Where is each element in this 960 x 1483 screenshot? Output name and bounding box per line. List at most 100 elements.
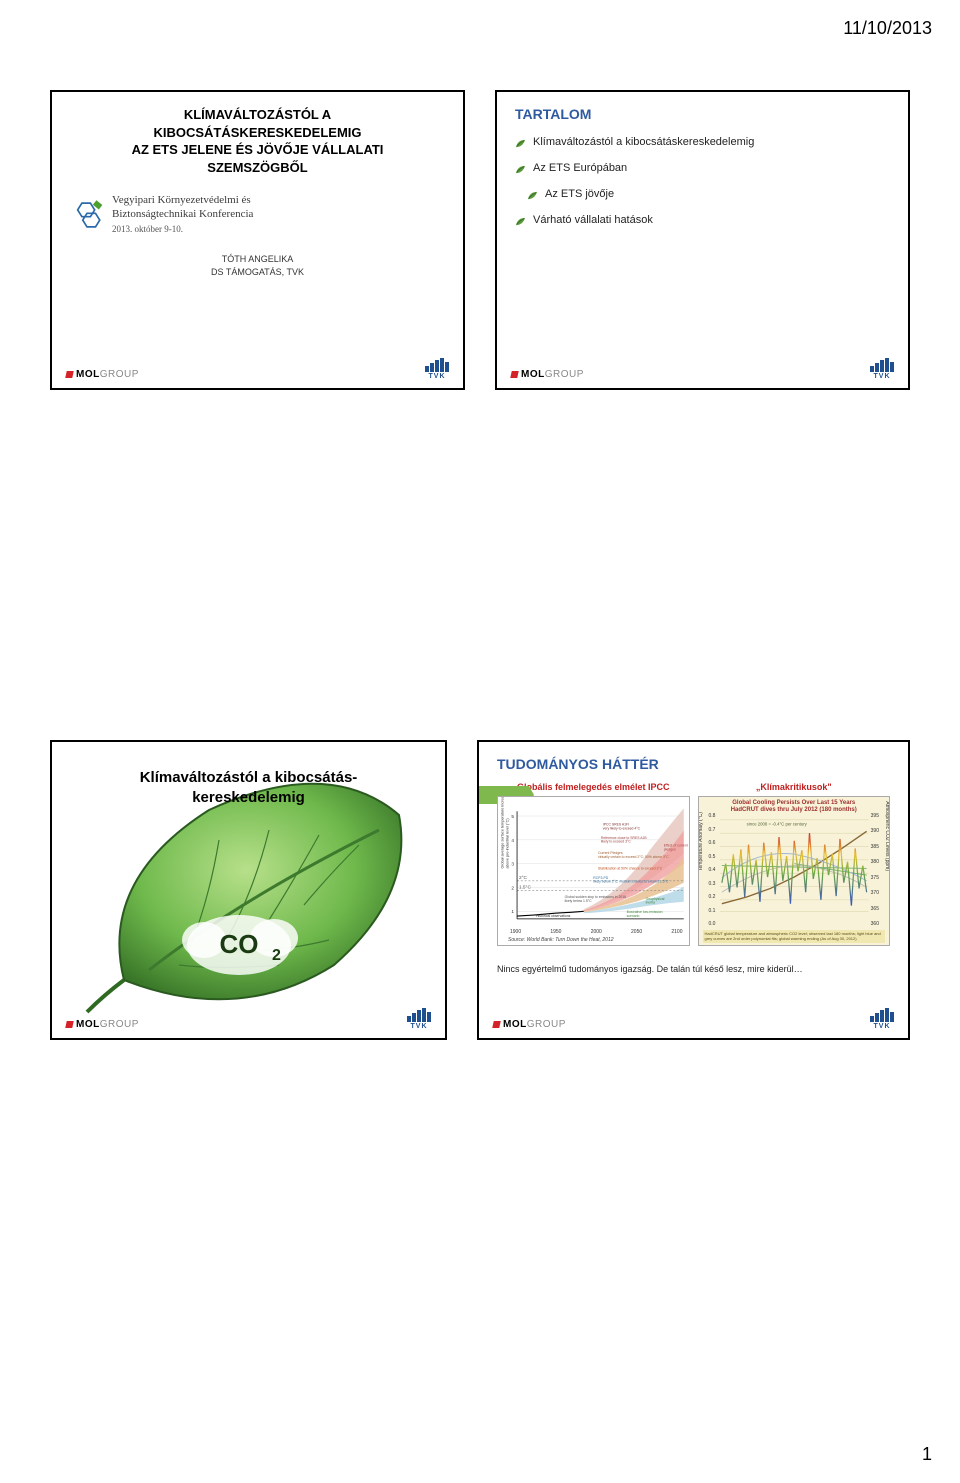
svg-text:Global average surface tempera: Global average surface temperature incre…: [501, 797, 505, 868]
leaf-icon: [515, 138, 526, 149]
conf-line1: Vegyipari Környezetvédelmi és: [112, 194, 253, 208]
svg-text:2°C: 2°C: [519, 875, 528, 881]
tvk-logo: TVK: [870, 1008, 894, 1030]
svg-text:very likely to exceed 4°C: very likely to exceed 4°C: [603, 826, 641, 830]
tvk-logo: TVK: [425, 358, 449, 380]
tvk-bars-icon: [870, 358, 894, 372]
svg-text:inertia: inertia: [646, 901, 655, 905]
svg-text:4: 4: [511, 838, 514, 844]
author-org: DS TÁMOGATÁS, TVK: [70, 266, 445, 279]
slide-4: TUDOMÁNYOS HÁTTÉR Globális felmelegedés …: [477, 740, 910, 1040]
chart-col-right: „Klímakritikusok" Global Cooling Persist…: [698, 782, 891, 946]
mol-text: MOLGROUP: [76, 1019, 139, 1030]
svg-text:Historical observations: Historical observations: [536, 914, 571, 918]
tvk-text: TVK: [411, 1023, 428, 1030]
slide4-note: Nincs egyértelmű tudományos igazság. De …: [497, 964, 890, 974]
slide-footer: MOLGROUP TVK: [66, 358, 449, 380]
author-block: TÓTH ANGELIKA DS TÁMOGATÁS, TVK: [70, 253, 445, 278]
trend-text: since 2008 = -0.4°C per century: [746, 822, 807, 827]
chart2-footer: HadCRUT global temperature and atmospher…: [703, 930, 886, 943]
svg-text:likely below 2°C; medium chanc: likely below 2°C; medium chance to excee…: [593, 880, 669, 884]
svg-text:pledges: pledges: [664, 847, 676, 851]
conf-line2: Biztonságtechnikai Konferencia: [112, 208, 253, 222]
slide3-title: Klímaváltozástól a kibocsátás- kereskede…: [52, 768, 445, 807]
page-number: 1: [922, 1444, 932, 1465]
tvk-bars-icon: [425, 358, 449, 372]
mol-text: MOLGROUP: [503, 1019, 566, 1030]
chart1-x-axis: 1900 1950 2000 2050 2100: [510, 929, 683, 935]
page-date: 11/10/2013: [843, 18, 932, 39]
bullet-label: Az ETS Európában: [533, 162, 627, 174]
mol-square-icon: [510, 371, 518, 378]
bullet-item: Az ETS jövője: [515, 188, 890, 200]
svg-text:2: 2: [272, 947, 281, 964]
chart-right-subtitle: „Klímakritikusok": [698, 782, 891, 792]
svg-text:scenario: scenario: [627, 914, 640, 918]
slide-3: CO 2 Klímaváltozástól a kibocsátás- kere…: [50, 740, 447, 1040]
tvk-text: TVK: [874, 1023, 891, 1030]
mol-logo: MOLGROUP: [511, 369, 584, 380]
conference-text: Vegyipari Környezetvédelmi és Biztonságt…: [112, 194, 253, 235]
bullet-item: Várható vállalati hatások: [515, 214, 890, 226]
slide-row-2: CO 2 Klímaváltozástól a kibocsátás- kere…: [50, 740, 910, 1040]
slide4-title: TUDOMÁNYOS HÁTTÉR: [497, 756, 890, 772]
svg-text:Stabilization at 50% chance to: Stabilization at 50% chance to exceed 3°…: [598, 866, 663, 870]
leaf-icon: [515, 216, 526, 227]
slide-2: TARTALOM Klímaváltozástól a kibocsátáske…: [495, 90, 910, 390]
conference-block: Vegyipari Környezetvédelmi és Biztonságt…: [70, 194, 445, 235]
leaf-icon: [515, 164, 526, 175]
slide-row-1: KLÍMAVÁLTOZÁSTÓL A KIBOCSÁTÁSKERESKEDELE…: [50, 90, 910, 390]
mol-square-icon: [65, 1021, 73, 1028]
svg-text:2: 2: [511, 885, 514, 891]
slide1-title: KLÍMAVÁLTOZÁSTÓL A KIBOCSÁTÁSKERESKEDELE…: [70, 106, 445, 176]
chart1-source: Source: World Bank: Turn Down the Heat, …: [508, 937, 614, 943]
svg-text:virtually certain to exceed 2°: virtually certain to exceed 2°C; 50% abo…: [598, 855, 669, 859]
tvk-text: TVK: [874, 373, 891, 380]
slide1-title-l4: SZEMSZÖGBŐL: [70, 159, 445, 177]
tvk-bars-icon: [870, 1008, 894, 1022]
slide-1: KLÍMAVÁLTOZÁSTÓL A KIBOCSÁTÁSKERESKEDELE…: [50, 90, 465, 390]
chart2-y-axis-left: 0.80.7 0.60.5 0.40.3 0.20.1 0.0: [709, 813, 716, 927]
mol-logo: MOLGROUP: [493, 1019, 566, 1030]
tvk-logo: TVK: [407, 1008, 431, 1030]
mol-square-icon: [492, 1021, 500, 1028]
chart-col-left: Globális felmelegedés elmélet IPCC: [497, 782, 690, 946]
svg-text:likely to exceed 3°C: likely to exceed 3°C: [601, 840, 631, 844]
bullet-item: Az ETS Európában: [515, 162, 890, 174]
slide1-title-l3: AZ ETS JELENE ÉS JÖVŐJE VÁLLALATI: [70, 141, 445, 159]
cooling-chart: Global Cooling Persists Over Last 15 Yea…: [698, 796, 891, 946]
svg-text:1: 1: [511, 909, 514, 915]
mol-text: MOLGROUP: [521, 369, 584, 380]
tvk-bars-icon: [407, 1008, 431, 1022]
bullet-item: Klímaváltozástól a kibocsátáskereskedele…: [515, 136, 890, 148]
conf-date: 2013. október 9-10.: [112, 224, 253, 235]
slide3-title-l2: kereskedelemig: [52, 788, 445, 808]
leaf-icon: [527, 190, 538, 201]
tvk-text: TVK: [429, 373, 446, 380]
svg-text:likely below 1.5°C: likely below 1.5°C: [565, 899, 592, 903]
slide1-title-l2: KIBOCSÁTÁSKERESKEDELEMIG: [70, 124, 445, 142]
svg-text:CO: CO: [219, 929, 258, 959]
svg-text:above pre-industrial level (°C: above pre-industrial level (°C): [505, 818, 509, 869]
chart2-y-axis-right: 395390 385380 375370 365360: [871, 813, 879, 927]
slide-footer: MOLGROUP TVK: [511, 358, 894, 380]
slide2-title: TARTALOM: [515, 106, 890, 122]
mol-square-icon: [65, 371, 73, 378]
svg-text:1.5°C: 1.5°C: [519, 884, 532, 890]
chart2-ylabel-right: Atmospheric CO2 Levels (ppm): [884, 801, 890, 871]
ipcc-chart: 2°C 1.5°C 543 21 IPCC SRES A1FI: [497, 796, 690, 946]
bullet-list: Klímaváltozástól a kibocsátáskereskedele…: [515, 136, 890, 226]
slide-footer: MOLGROUP TVK: [66, 1008, 431, 1030]
benzene-icon: [70, 198, 104, 232]
slide-footer: MOLGROUP TVK: [493, 1008, 894, 1030]
bullet-label: Az ETS jövője: [545, 188, 614, 200]
bullet-label: Klímaváltozástól a kibocsátáskereskedele…: [533, 136, 754, 148]
chart2-ylabel-left: Temperature Anomaly (°C): [698, 812, 704, 871]
chart-row: Globális felmelegedés elmélet IPCC: [497, 782, 890, 946]
slide3-title-l1: Klímaváltozástól a kibocsátás-: [52, 768, 445, 788]
svg-text:5: 5: [511, 814, 514, 820]
mol-logo: MOLGROUP: [66, 1019, 139, 1030]
author-name: TÓTH ANGELIKA: [70, 253, 445, 266]
slide1-title-l1: KLÍMAVÁLTOZÁSTÓL A: [70, 106, 445, 124]
svg-text:3: 3: [511, 862, 514, 868]
